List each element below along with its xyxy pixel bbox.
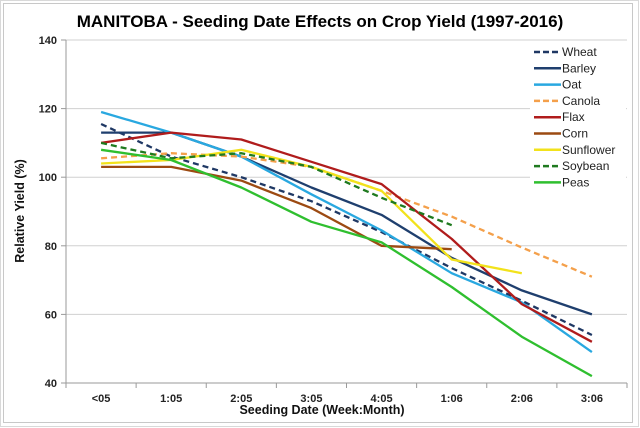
x-axis-label: Seeding Date (Week:Month) [239, 403, 404, 417]
series-lines [100, 110, 593, 378]
x-tick-label: 1:05 [160, 393, 182, 405]
y-tick-label: 120 [39, 104, 57, 116]
y-tick-label: 100 [39, 172, 57, 184]
series-line-corn [101, 165, 452, 251]
legend-label-canola: Canola [562, 94, 600, 108]
legend: Wheat Barley Oat Canola Flax Corn Sunflower Soy… [530, 44, 626, 196]
series-line-wheat [100, 122, 593, 337]
y-tick-label: 80 [45, 241, 57, 253]
series-line-soybean [100, 141, 453, 227]
x-tick-label: 3:05 [300, 393, 322, 405]
legend-label-sunflower: Sunflower [562, 143, 615, 157]
chart-title: MANITOBA - Seeding Date Effects on Crop … [77, 12, 564, 31]
y-axis-label: Relative Yield (%) [13, 159, 27, 263]
legend-label-flax: Flax [562, 110, 585, 124]
x-tick-label: 2:05 [230, 393, 252, 405]
x-tick-label: 1:06 [441, 393, 463, 405]
legend-label-barley: Barley [562, 61, 596, 75]
chart-area [3, 3, 633, 423]
x-tick-label: 4:05 [371, 393, 393, 405]
series-line-oat [100, 110, 593, 354]
x-tick-label: 3:06 [581, 393, 603, 405]
x-tick-label: <05 [92, 393, 111, 405]
legend-label-soybean: Soybean [562, 159, 609, 173]
y-tick-label: 60 [45, 309, 57, 321]
y-tick-label: 140 [39, 35, 57, 47]
series-line-sunflower [101, 148, 523, 275]
legend-label-wheat: Wheat [562, 45, 597, 59]
legend-label-oat: Oat [562, 78, 582, 92]
series-line-peas [100, 148, 593, 378]
legend-label-peas: Peas [562, 175, 589, 189]
x-axis-ticks: <05 1:05 2:05 3:05 4:05 1:06 2:06 3:06 [65, 383, 628, 405]
x-tick-label: 2:06 [511, 393, 533, 405]
y-tick-label: 40 [45, 378, 57, 390]
series-line-canola [101, 152, 593, 278]
legend-label-corn: Corn [562, 127, 588, 141]
y-axis-ticks: 40 60 80 100 120 140 [39, 35, 66, 390]
series-line-flax [100, 131, 593, 343]
